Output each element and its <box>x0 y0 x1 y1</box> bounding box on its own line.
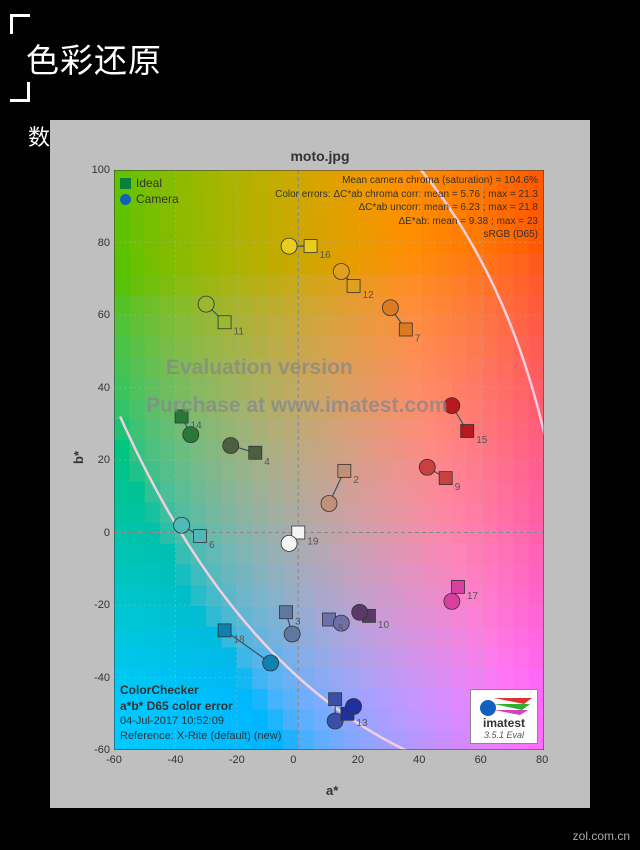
legend-camera-label: Camera <box>136 192 179 206</box>
svg-text:12: 12 <box>363 290 375 301</box>
plot-svg: 2345678910111213141516171819 <box>114 170 544 750</box>
y-tick: 80 <box>88 237 110 249</box>
chart-panel: moto.jpg 2345678910111213141516171819 Id… <box>50 120 590 808</box>
svg-text:14: 14 <box>191 421 203 432</box>
info-line: Mean camera chroma (saturation) = 104.6% <box>275 174 538 188</box>
svg-text:16: 16 <box>320 250 332 261</box>
info-line: ΔE*ab: mean = 9.38 ; max = 23 <box>275 215 538 229</box>
svg-text:7: 7 <box>415 334 421 345</box>
x-tick: 80 <box>536 754 548 766</box>
corner-line2: a*b* D65 color error <box>120 698 281 714</box>
corner-info: ColorChecker a*b* D65 color error 04-Jul… <box>120 682 281 744</box>
corner-ref: Reference: X-Rite (default) (new) <box>120 729 281 744</box>
y-axis-label: b* <box>71 451 86 464</box>
logo-version: 3.5.1 Eval <box>484 730 524 740</box>
corner-timestamp: 04-Jul-2017 10:52:09 <box>120 714 281 729</box>
x-axis-label: a* <box>326 783 338 798</box>
svg-text:3: 3 <box>295 616 301 627</box>
watermark: Purchase at www.imatest.com <box>146 394 448 418</box>
svg-text:2: 2 <box>353 475 359 486</box>
chart-info: Mean camera chroma (saturation) = 104.6%… <box>275 174 538 242</box>
x-tick: 40 <box>413 754 425 766</box>
info-line: ΔC*ab uncorr: mean = 6.23 ; max = 21.8 <box>275 201 538 215</box>
svg-text:15: 15 <box>476 435 488 446</box>
logo-text: imatest <box>483 716 525 730</box>
x-tick: 20 <box>352 754 364 766</box>
svg-text:6: 6 <box>209 540 215 551</box>
x-tick: 0 <box>290 754 296 766</box>
bracket-bottom-right <box>10 82 30 102</box>
page-title: 色彩还原 <box>26 34 162 82</box>
watermark: Evaluation version <box>166 356 353 380</box>
svg-text:5: 5 <box>338 624 344 635</box>
legend-ideal-icon <box>120 178 131 189</box>
y-tick: -40 <box>88 672 110 684</box>
imatest-logo: imatest 3.5.1 Eval <box>470 689 538 744</box>
corner-title: ColorChecker <box>120 682 281 698</box>
scatter-plot: 2345678910111213141516171819 Ideal Camer… <box>114 170 544 750</box>
y-tick: -60 <box>88 744 110 756</box>
source-credit: zol.com.cn <box>573 829 630 843</box>
x-tick: -40 <box>167 754 183 766</box>
info-line: Color errors: ΔC*ab chroma corr: mean = … <box>275 188 538 202</box>
svg-text:10: 10 <box>378 620 390 631</box>
x-tick: -20 <box>229 754 245 766</box>
y-tick: 100 <box>88 164 110 176</box>
y-tick: 60 <box>88 309 110 321</box>
svg-text:9: 9 <box>455 482 461 493</box>
legend: Ideal Camera <box>120 176 179 208</box>
svg-text:4: 4 <box>264 457 270 468</box>
chart-title: moto.jpg <box>50 148 590 164</box>
info-line: sRGB (D65) <box>275 228 538 242</box>
logo-icon <box>474 694 534 716</box>
y-tick: 20 <box>88 454 110 466</box>
legend-camera-icon <box>120 194 131 205</box>
svg-text:11: 11 <box>234 326 245 337</box>
y-tick: 0 <box>88 527 110 539</box>
x-tick: 60 <box>475 754 487 766</box>
legend-ideal-label: Ideal <box>136 176 162 190</box>
svg-text:19: 19 <box>307 537 319 548</box>
svg-text:18: 18 <box>234 634 246 645</box>
svg-text:17: 17 <box>467 591 479 602</box>
svg-text:13: 13 <box>356 718 368 729</box>
bracket-top-left <box>10 14 30 34</box>
y-tick: -20 <box>88 599 110 611</box>
y-tick: 40 <box>88 382 110 394</box>
